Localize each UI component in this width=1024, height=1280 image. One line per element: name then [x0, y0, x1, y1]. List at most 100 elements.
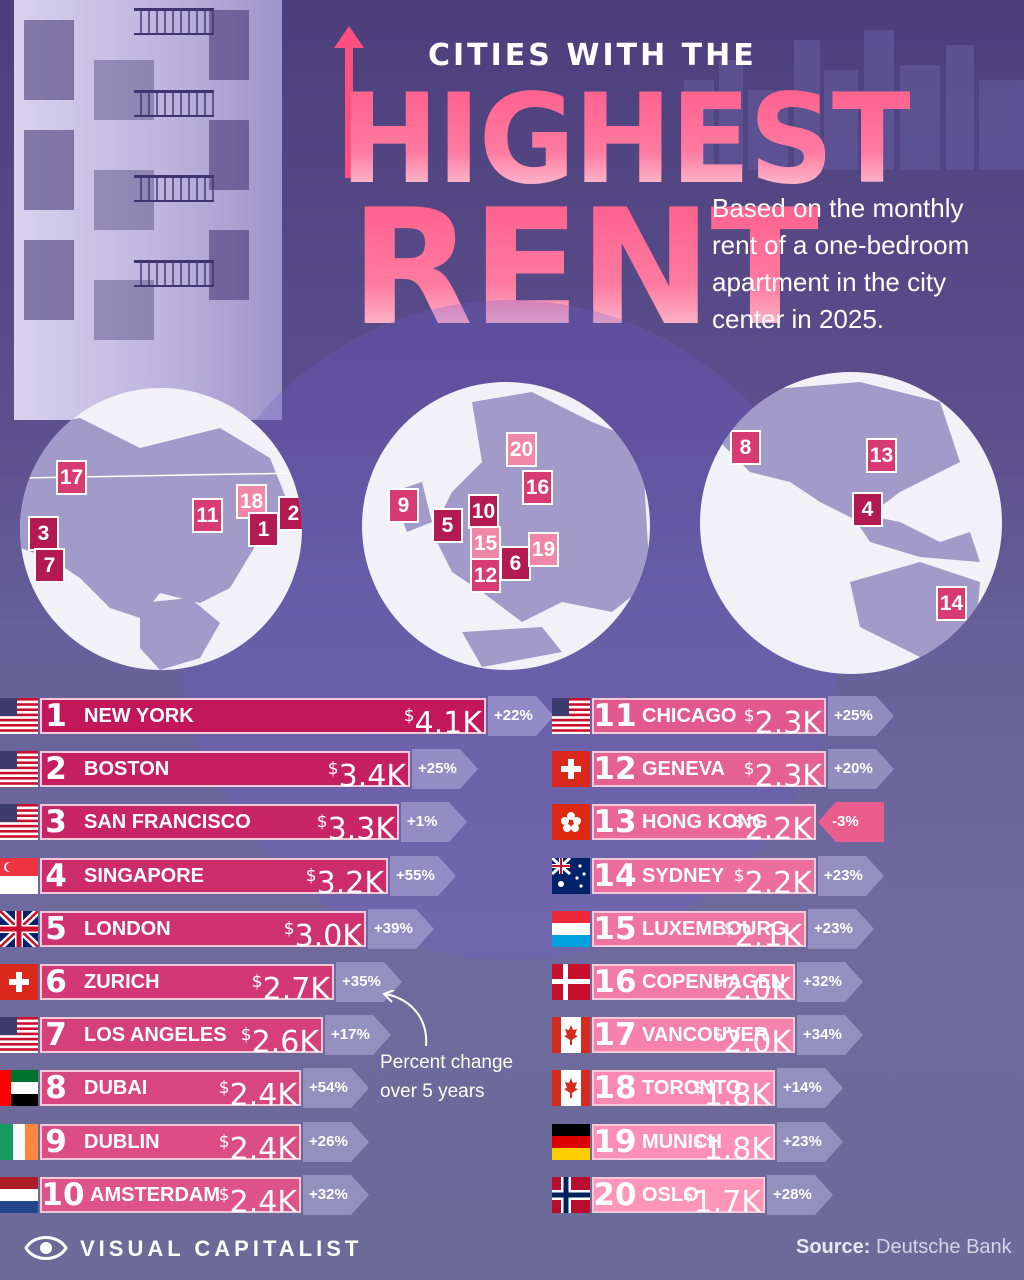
up-arrow-icon: +34% — [797, 1015, 863, 1056]
rank-number: 12 — [593, 751, 637, 788]
up-arrow-icon: +32% — [797, 962, 863, 1002]
globe-europe: 20 16 9 5 10 15 6 19 12 — [362, 382, 650, 670]
bar — [592, 964, 795, 1000]
source-label: Source: — [796, 1236, 871, 1258]
chart-row: 16 COPENHAGEN $2.0K +32% — [552, 962, 1022, 1007]
brand-name: VISUAL CAPITALIST — [80, 1236, 363, 1261]
bar — [592, 804, 816, 841]
map-marker: 1 — [248, 512, 279, 547]
chart-row: 15 LUXEMBOURG $2.1K +23% — [552, 908, 1022, 954]
percent-change-label: +20% — [834, 760, 873, 778]
chart-row: 12 GENEVA $2.3K +20% — [552, 749, 1022, 794]
rank-number: 4 — [45, 857, 67, 894]
value-label: $2.2K — [733, 812, 812, 848]
city-label: OSLO — [642, 1183, 699, 1206]
percent-change-label: +23% — [824, 866, 863, 884]
building-illustration — [14, 0, 282, 420]
subtitle: Based on the monthly rent of a one-bedro… — [712, 193, 970, 334]
norway-flag-icon — [552, 1176, 590, 1213]
rank-number: 19 — [593, 1123, 637, 1160]
percent-change-label: +17% — [331, 1026, 370, 1044]
bar — [40, 857, 388, 894]
value-label: $2.7K — [251, 972, 330, 1007]
map-marker: 6 — [500, 546, 531, 581]
city-label: AMSTERDAM — [90, 1183, 220, 1206]
rank-number: 15 — [593, 910, 637, 947]
singapore-flag-icon — [0, 857, 38, 894]
denmark-flag-icon — [552, 964, 590, 1000]
canada-flag-icon — [552, 1070, 590, 1107]
rank-number: 16 — [593, 964, 637, 1000]
map-marker: 19 — [528, 532, 559, 567]
rank-number: 6 — [45, 964, 67, 1000]
value-label: $2.6K — [240, 1025, 319, 1061]
map-marker: 20 — [506, 432, 537, 467]
percent-change-label: +23% — [814, 919, 853, 937]
map-marker: 13 — [866, 438, 897, 473]
up-arrow-icon: +17% — [325, 1015, 391, 1056]
luxembourg-flag-icon — [552, 910, 590, 947]
city-label: VANCOUVER — [642, 1024, 769, 1047]
bar — [40, 698, 486, 734]
source: Source: Deutsche Bank — [796, 1236, 1012, 1259]
up-arrow-icon: +23% — [777, 1121, 843, 1162]
up-arrow-icon: +32% — [303, 1174, 369, 1215]
percent-change-label: +32% — [309, 1185, 348, 1203]
percent-change-label: +34% — [803, 1026, 842, 1044]
city-label: NEW YORK — [84, 705, 194, 727]
chart-row: 5 LONDON $3.0K +39% — [0, 908, 470, 954]
chart-row: 11 CHICAGO $2.3K +25% — [552, 696, 1022, 741]
map-marker: 5 — [432, 508, 463, 543]
value-label: $2.2K — [733, 865, 812, 901]
rank-number: 9 — [45, 1123, 67, 1160]
switzerland-flag-icon — [0, 964, 38, 1000]
chart-row: 18 TORONTO $1.8K +14% — [552, 1068, 1022, 1113]
rank-number: 8 — [45, 1070, 67, 1107]
city-label: LUXEMBOURG — [642, 917, 787, 940]
chart-row: 14 SYDNEY $2.2K +23% — [552, 855, 1022, 901]
australia-flag-icon — [552, 857, 590, 894]
chart-row: 6 ZURICH $2.7K +35% — [0, 962, 470, 1007]
value-label: $2.3K — [743, 706, 822, 741]
value-label: $2.3K — [743, 759, 822, 795]
title-small: CITIES WITH THE — [428, 38, 757, 73]
value-label: $2.4K — [218, 1131, 297, 1167]
note-text: Percent change over 5 years — [380, 1052, 514, 1102]
up-arrow-icon: +25% — [828, 696, 894, 736]
title-rent: RENT — [350, 174, 820, 361]
up-arrow-icon: +1% — [401, 802, 467, 843]
bar — [40, 964, 334, 1000]
percent-change-label: +35% — [342, 973, 381, 990]
percent-change-label: +25% — [834, 707, 873, 724]
map-marker: 11 — [192, 498, 223, 533]
percent-change-label: +54% — [309, 1079, 348, 1097]
rank-number: 3 — [45, 804, 67, 841]
chart-row: 1 NEW YORK $4.1K +22% — [0, 696, 554, 741]
map-marker: 12 — [470, 558, 501, 593]
up-arrow-icon: +23% — [818, 855, 884, 896]
bar — [40, 1123, 301, 1160]
city-label: LOS ANGELES — [84, 1024, 227, 1047]
percent-change-label: +32% — [803, 973, 842, 990]
ireland-flag-icon — [0, 1123, 38, 1160]
rank-number: 20 — [593, 1176, 637, 1213]
rank-number: 2 — [45, 751, 67, 788]
chart-row: 4 SINGAPORE $3.2K +55% — [0, 855, 470, 901]
rank-number: 10 — [41, 1176, 85, 1213]
value-label: $2.1K — [723, 918, 802, 954]
up-arrow-icon: +25% — [412, 749, 478, 790]
bar — [592, 1017, 795, 1054]
city-label: ZURICH — [84, 971, 160, 993]
globe-americas: 17 18 11 2 1 3 7 — [20, 388, 302, 670]
chart-row: 10 AMSTERDAM $2.4K +32% — [0, 1174, 470, 1220]
up-arrow-icon: +14% — [777, 1068, 843, 1109]
rank-number: 17 — [593, 1017, 637, 1054]
city-label: LONDON — [84, 917, 171, 940]
map-marker: 2 — [278, 496, 302, 531]
chart-row: 13 HONG KONG $2.2K -3% — [552, 802, 1022, 847]
map-marker: 4 — [852, 492, 883, 527]
chart-row: 7 LOS ANGELES $2.6K +17% — [0, 1015, 470, 1060]
value-label: $2.0K — [712, 1025, 791, 1061]
map-marker: 16 — [522, 470, 553, 505]
rank-number: 18 — [593, 1070, 637, 1107]
